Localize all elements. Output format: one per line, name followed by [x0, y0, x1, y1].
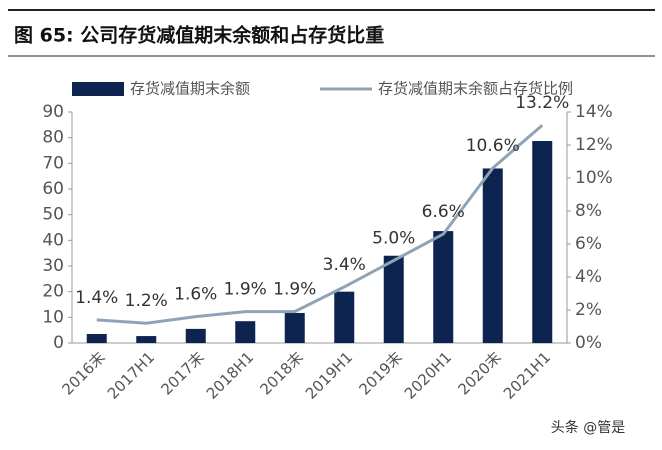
data-label: 1.9% [224, 280, 267, 300]
y-tick-label: 60 [42, 179, 64, 199]
bar [482, 168, 503, 343]
bar [532, 141, 553, 343]
y2-tick-label: 14% [575, 102, 613, 122]
data-label: 3.4% [323, 255, 366, 275]
data-label: 13.2% [515, 93, 569, 113]
x-tick-label: 2020H1 [401, 348, 455, 402]
bar [334, 291, 355, 343]
bar [433, 231, 454, 343]
x-tick-label: 2017末 [157, 348, 207, 398]
x-tick-label: 2020末 [454, 348, 504, 398]
y-tick-label: 70 [42, 153, 64, 173]
bar [284, 312, 305, 343]
x-tick-label: 2019H1 [302, 348, 356, 402]
y2-tick-label: 8% [575, 201, 602, 221]
legend-label: 存货减值期末余额占存货比例 [378, 80, 573, 98]
x-tick-label: 2019末 [355, 348, 405, 398]
data-label: 10.6% [466, 136, 520, 156]
watermark: 头条 @管是 [551, 419, 625, 436]
y2-tick-label: 6% [575, 234, 602, 254]
line [96, 124, 544, 325]
y-tick-label: 80 [42, 128, 64, 148]
x-tick-label: 2017H1 [104, 348, 158, 402]
y-tick-label: 40 [42, 230, 64, 250]
x-tick-label: 2016末 [58, 348, 108, 398]
bar [86, 334, 107, 343]
data-label: 1.6% [174, 285, 217, 305]
y2-tick-label: 4% [575, 267, 602, 287]
x-tick-label: 2018H1 [203, 348, 257, 402]
y-tick-label: 50 [42, 205, 64, 225]
data-label: 1.9% [273, 280, 316, 300]
legend-swatch [72, 82, 124, 96]
y2-tick-label: 12% [575, 135, 613, 155]
bar [185, 328, 206, 343]
y-tick-label: 10 [42, 307, 64, 327]
x-tick-label: 2021H1 [500, 348, 554, 402]
y-tick-label: 20 [42, 282, 64, 302]
legend-label: 存货减值期末余额 [130, 80, 250, 98]
chart-title: 图 65: 公司存货减值期末余额和占存货比重 [14, 24, 384, 47]
y2-tick-label: 0% [575, 333, 602, 353]
y-tick-label: 0 [53, 333, 64, 353]
data-label: 6.6% [422, 202, 465, 222]
data-label: 1.4% [75, 288, 118, 308]
x-tick-label: 2018末 [256, 348, 306, 398]
y2-tick-label: 2% [575, 300, 602, 320]
bar [235, 321, 256, 343]
bar [136, 336, 157, 343]
y2-tick-label: 10% [575, 168, 613, 188]
y-tick-label: 90 [42, 102, 64, 122]
data-label: 1.2% [125, 291, 168, 311]
bar [383, 255, 404, 343]
y-tick-label: 30 [42, 256, 64, 276]
data-label: 5.0% [372, 229, 415, 249]
